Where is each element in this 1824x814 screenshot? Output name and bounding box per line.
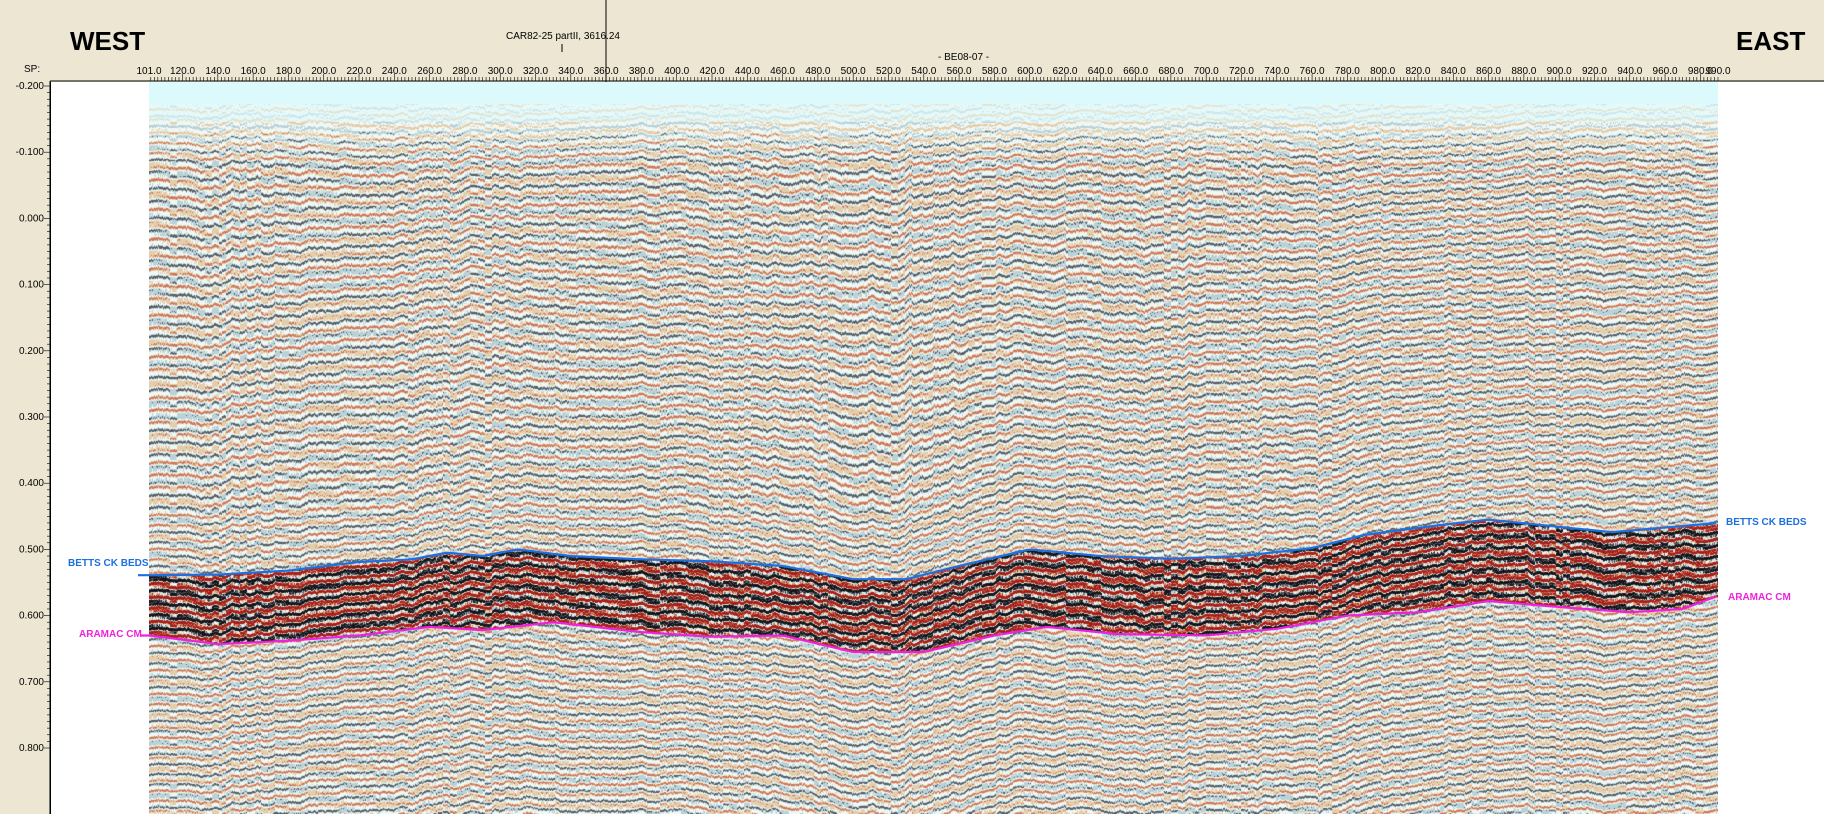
time-tick-label: 0.500	[19, 544, 44, 555]
sp-tick-label: 560.0	[947, 66, 972, 77]
horizon-label-left: BETTS CK BEDS	[68, 558, 149, 569]
sp-tick-label: 260.0	[417, 66, 442, 77]
sp-tick-label: 720.0	[1229, 66, 1254, 77]
seismic-section-image	[149, 82, 1718, 814]
sp-tick-label: 740.0	[1264, 66, 1289, 77]
sp-tick-label: 660.0	[1123, 66, 1148, 77]
sp-tick-label: 780.0	[1335, 66, 1360, 77]
sp-tick-label: 480.0	[805, 66, 830, 77]
sp-tick-label: 990.0	[1705, 66, 1730, 77]
sp-tick-label: 380.0	[629, 66, 654, 77]
horizon-label-right: ARAMAC CM	[1728, 592, 1791, 603]
sp-tick-label: 400.0	[664, 66, 689, 77]
sp-tick-label: 440.0	[735, 66, 760, 77]
horizon-label-left: ARAMAC CM	[79, 629, 142, 640]
sp-tick-label: 880.0	[1511, 66, 1536, 77]
time-tick-label: 0.700	[19, 677, 44, 688]
sp-tick-label: 320.0	[523, 66, 548, 77]
sp-tick-label: 960.0	[1653, 66, 1678, 77]
sp-tick-label: 520.0	[876, 66, 901, 77]
sp-tick-label: 940.0	[1617, 66, 1642, 77]
sp-tick-label: 500.0	[841, 66, 866, 77]
sp-tick-label: 980.0	[1688, 66, 1713, 77]
horizon-line	[140, 595, 1717, 654]
sp-tick-label: 900.0	[1547, 66, 1572, 77]
sp-tick-label: 760.0	[1300, 66, 1325, 77]
sp-tick-label: 820.0	[1405, 66, 1430, 77]
sp-tick-label: 101.0	[136, 66, 161, 77]
sp-tick-label: 420.0	[699, 66, 724, 77]
line-name-label: - BE08-07 -	[938, 52, 990, 63]
time-tick-label: 0.400	[19, 478, 44, 489]
west-label: WEST	[70, 26, 146, 56]
time-tick-label: 0.100	[19, 280, 44, 291]
time-tick-label: 0.300	[19, 412, 44, 423]
east-label: EAST	[1736, 26, 1806, 56]
sp-tick-label: 640.0	[1088, 66, 1113, 77]
sp-tick-label: 800.0	[1370, 66, 1395, 77]
sp-tick-label: 140.0	[205, 66, 230, 77]
sp-tick-label: 700.0	[1194, 66, 1219, 77]
sp-tick-label: 920.0	[1582, 66, 1607, 77]
time-tick-label: 0.800	[19, 743, 44, 754]
sp-tick-label: 600.0	[1017, 66, 1042, 77]
sp-tick-label: 200.0	[311, 66, 336, 77]
sp-tick-label: 120.0	[170, 66, 195, 77]
sp-tick-label: 360.0	[594, 66, 619, 77]
sp-tick-label: 860.0	[1476, 66, 1501, 77]
sp-tick-label: 280.0	[452, 66, 477, 77]
time-tick-label: -0.100	[16, 147, 45, 158]
sp-tick-label: 840.0	[1441, 66, 1466, 77]
sp-tick-label: 160.0	[241, 66, 266, 77]
crossline-label: CAR82-25 partII, 3616.24	[506, 31, 620, 42]
sp-tick-label: 460.0	[770, 66, 795, 77]
sp-tick-label: 580.0	[982, 66, 1007, 77]
sp-tick-label: 340.0	[558, 66, 583, 77]
time-tick-label: -0.200	[16, 81, 45, 92]
time-tick-label: 0.600	[19, 611, 44, 622]
sp-tick-label: 220.0	[347, 66, 372, 77]
section-header: WEST EAST SP: CAR82-25 partII, 3616.24 -…	[0, 0, 1824, 82]
sp-tick-label: 240.0	[382, 66, 407, 77]
sp-tick-label: 180.0	[276, 66, 301, 77]
sp-tick-label: 540.0	[911, 66, 936, 77]
horizon-line	[138, 518, 1717, 581]
sp-tick-label: 620.0	[1052, 66, 1077, 77]
horizon-label-right: BETTS CK BEDS	[1726, 517, 1807, 528]
time-tick-label: 0.000	[19, 213, 44, 224]
time-tick-label: 0.200	[19, 346, 44, 357]
sp-axis-label: SP:	[24, 64, 41, 75]
sp-tick-label: 680.0	[1158, 66, 1183, 77]
sp-tick-label: 300.0	[488, 66, 513, 77]
